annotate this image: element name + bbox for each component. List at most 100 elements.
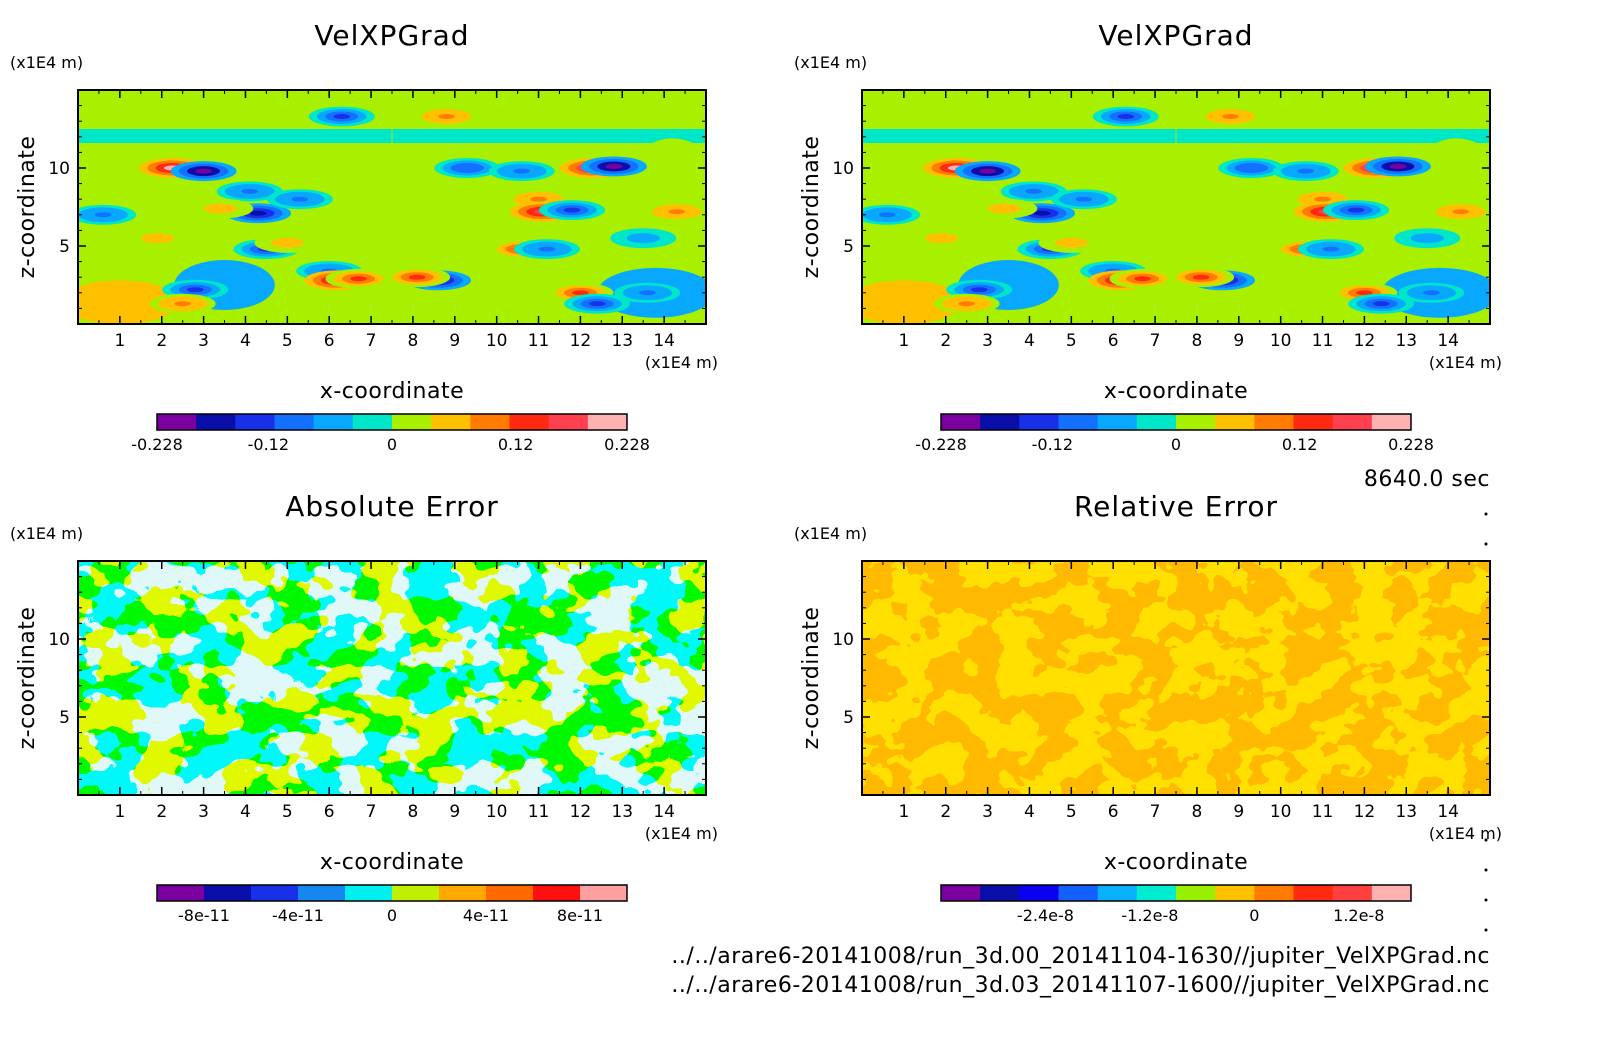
colorbar-swatch bbox=[1176, 885, 1216, 901]
x-axis-label: x-coordinate bbox=[1104, 850, 1248, 875]
x-tick-label: 1 bbox=[898, 802, 909, 822]
x-tick-label: 1 bbox=[898, 331, 909, 351]
field-blob bbox=[563, 207, 581, 213]
y-tick-label: 10 bbox=[832, 159, 854, 179]
field-blob bbox=[979, 168, 996, 174]
field-blob bbox=[530, 196, 547, 202]
decor-dot bbox=[1484, 868, 1488, 872]
colorbar-swatch bbox=[1019, 885, 1059, 901]
colorbar-tick-label: 0.12 bbox=[1282, 435, 1318, 454]
field-blob bbox=[572, 290, 589, 296]
x-tick-label: 6 bbox=[324, 331, 335, 351]
x-tick-label: 11 bbox=[528, 802, 550, 822]
field-blob bbox=[174, 301, 191, 307]
x-tick-label: 12 bbox=[570, 331, 592, 351]
field-blob bbox=[279, 240, 296, 246]
field-blob bbox=[249, 210, 267, 216]
field-blob bbox=[588, 301, 606, 307]
colorbar-swatch bbox=[1019, 414, 1059, 430]
decor-dot bbox=[1484, 542, 1488, 546]
colorbar-swatch bbox=[941, 414, 981, 430]
field-blob bbox=[1356, 290, 1373, 296]
x-tick-label: 4 bbox=[240, 802, 251, 822]
x-tick-label: 14 bbox=[1437, 331, 1459, 351]
x-tick-label: 14 bbox=[653, 802, 675, 822]
field-blob bbox=[1322, 246, 1340, 252]
field-blob bbox=[1117, 114, 1135, 120]
colorbar-tick-label: -4e-11 bbox=[272, 906, 324, 925]
colorbar-frame bbox=[940, 413, 1412, 431]
field-blob bbox=[350, 276, 367, 282]
heatmap-field bbox=[78, 561, 706, 795]
colorbar: -8e-11 -4e-11 0 4e-11 8e-11 bbox=[156, 884, 628, 925]
x-tick-label: 4 bbox=[1024, 802, 1035, 822]
colorbar-tick-label: 0.228 bbox=[1388, 435, 1434, 454]
x-tick-label: 1 bbox=[114, 331, 125, 351]
heatmap-field bbox=[78, 90, 706, 324]
y-tick-label: 5 bbox=[843, 708, 854, 728]
field-noise bbox=[862, 561, 1490, 795]
colorbar: -0.228 -0.12 0 0.12 0.228 bbox=[915, 413, 1434, 454]
colorbar: -2.4e-8 -1.2e-8 0 1.2e-8 bbox=[940, 884, 1412, 925]
field-patch bbox=[862, 280, 963, 324]
x-tick-label: 7 bbox=[366, 802, 377, 822]
x-tick-label: 14 bbox=[653, 331, 675, 351]
x-tick-label: 3 bbox=[198, 802, 209, 822]
chart-panel: VelXPGrad(x1E4 m)1 2 3 4 5 6 7 8 9 10 11 12 13 14510(… bbox=[10, 19, 718, 454]
colorbar-swatch bbox=[204, 885, 252, 901]
colorbar-swatch bbox=[392, 885, 440, 901]
field-blob bbox=[1243, 165, 1260, 171]
field-blob bbox=[1314, 196, 1331, 202]
field-blob bbox=[668, 209, 685, 215]
x-tick-label: 12 bbox=[1354, 331, 1376, 351]
colorbar-swatch bbox=[157, 414, 197, 430]
y-axis-label: z-coordinate bbox=[15, 136, 40, 279]
field-blob bbox=[634, 235, 652, 241]
colorbar-tick-label: 8e-11 bbox=[557, 906, 603, 925]
y-axis-label: z-coordinate bbox=[799, 136, 824, 279]
file-path-a: ../../arare6-20141008/run_3d.00_20141104… bbox=[671, 944, 1490, 969]
field-blob bbox=[538, 246, 556, 252]
field-patch bbox=[1230, 277, 1331, 315]
colorbar-swatch bbox=[298, 885, 346, 901]
colorbar-swatch bbox=[1058, 885, 1099, 901]
field-blob bbox=[1297, 168, 1315, 174]
x-axis-label: x-coordinate bbox=[320, 379, 464, 404]
x-tick-label: 12 bbox=[570, 802, 592, 822]
colorbar-swatch bbox=[509, 414, 550, 430]
x-tick-label: 11 bbox=[528, 331, 550, 351]
chart-panel: Absolute Error(x1E4 m)1 2 3 4 5 6 7 8 9 10 11 12 13 1… bbox=[10, 490, 718, 925]
x-tick-label: 5 bbox=[1066, 331, 1077, 351]
field-blob bbox=[1192, 274, 1210, 280]
colorbar-swatch bbox=[1058, 414, 1099, 430]
x-tick-label: 7 bbox=[1150, 802, 1161, 822]
x-tick-label: 8 bbox=[408, 802, 419, 822]
x-tick-label: 9 bbox=[1233, 802, 1244, 822]
field-patch bbox=[78, 280, 179, 324]
colorbar-swatch bbox=[580, 885, 628, 901]
field-blob bbox=[958, 301, 975, 307]
x-tick-label: 12 bbox=[1354, 802, 1376, 822]
x-tick-label: 1 bbox=[114, 802, 125, 822]
colorbar-tick-label: -0.228 bbox=[915, 435, 967, 454]
colorbar-swatch bbox=[1215, 885, 1255, 901]
y-tick-label: 10 bbox=[48, 159, 70, 179]
x-tick-label: 10 bbox=[486, 331, 508, 351]
field-blob bbox=[1025, 188, 1042, 194]
field-blob bbox=[1347, 207, 1365, 213]
colorbar-swatch bbox=[1176, 414, 1216, 430]
x-tick-label: 13 bbox=[1395, 802, 1417, 822]
x-axis-label: x-coordinate bbox=[320, 850, 464, 875]
colorbar-tick-label: -0.12 bbox=[1032, 435, 1073, 454]
chart-title: Absolute Error bbox=[285, 490, 499, 523]
y-unit-label: (x1E4 m) bbox=[10, 53, 83, 72]
colorbar-tick-label: -1.2e-8 bbox=[1121, 906, 1178, 925]
x-tick-label: 6 bbox=[324, 802, 335, 822]
field-blob bbox=[1418, 235, 1436, 241]
chart-title: VelXPGrad bbox=[314, 19, 469, 52]
field-blob bbox=[1033, 210, 1051, 216]
colorbar-swatch bbox=[470, 414, 510, 430]
colorbar-tick-label: 0.12 bbox=[498, 435, 534, 454]
colorbar-swatch bbox=[313, 414, 354, 430]
